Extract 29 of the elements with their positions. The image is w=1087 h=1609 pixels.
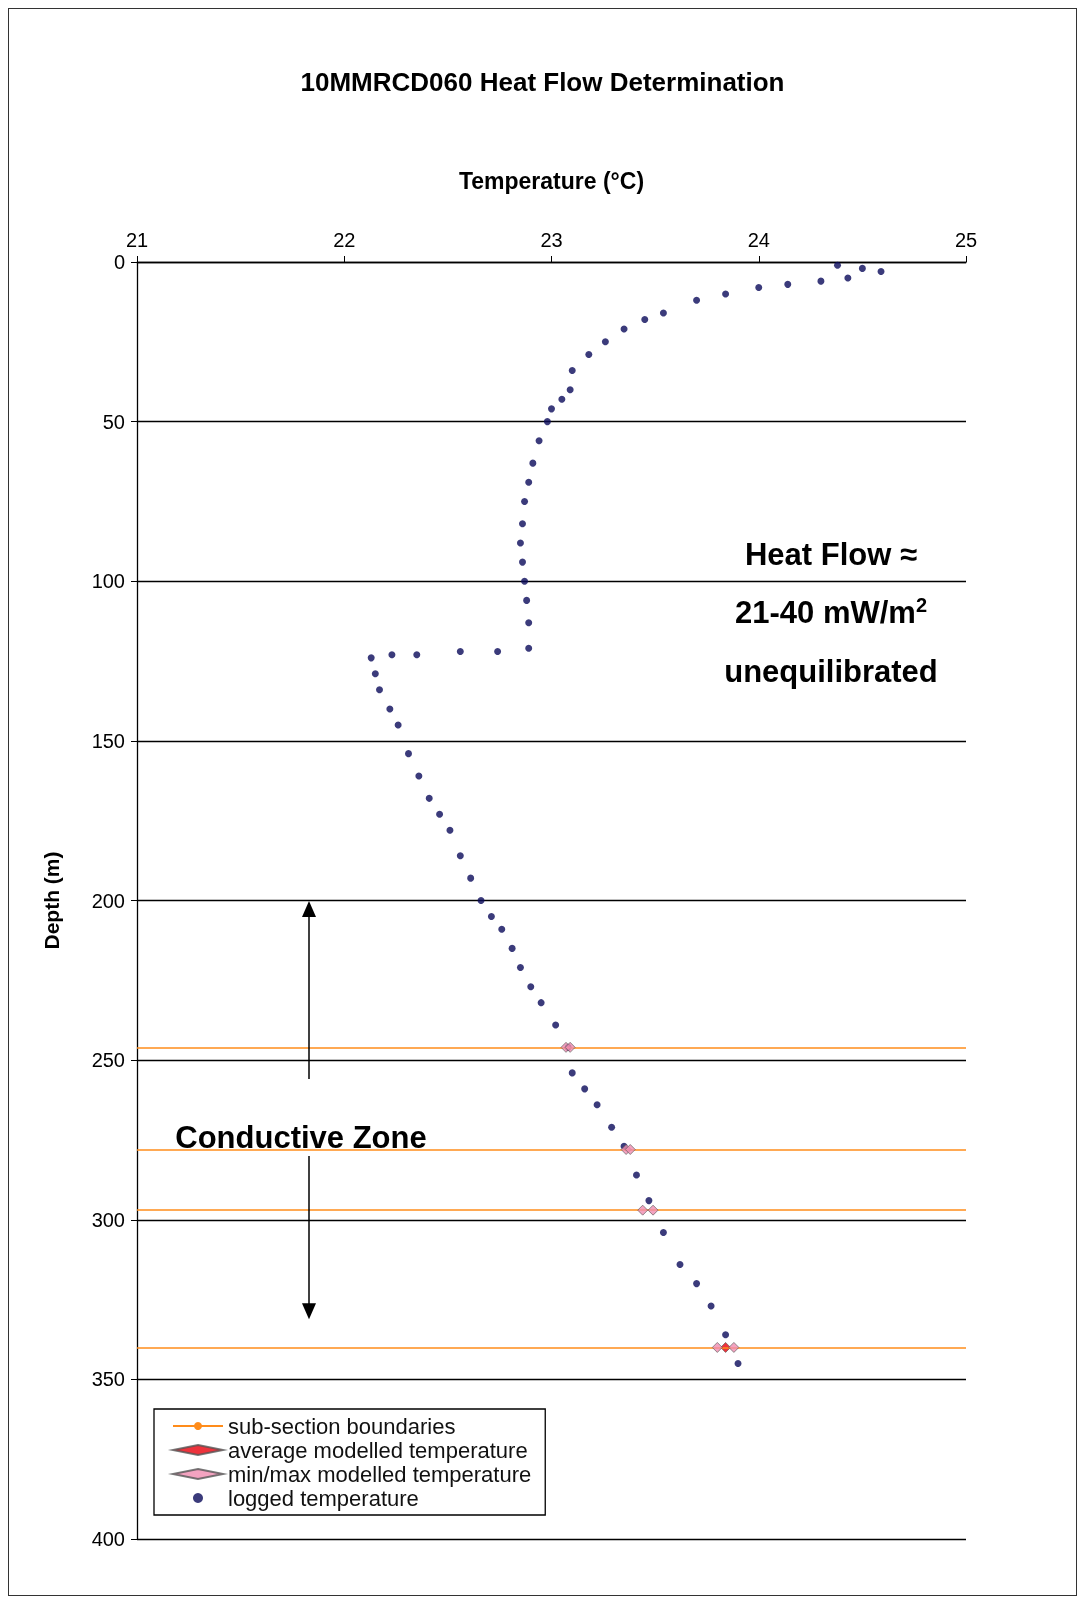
legend-label: average modelled temperature — [228, 1437, 528, 1463]
annotation: Conductive Zone — [175, 1119, 427, 1155]
x-tick-label: 24 — [747, 229, 770, 251]
point — [711, 1342, 723, 1353]
legend-label: logged temperature — [228, 1485, 419, 1511]
point — [637, 1204, 649, 1216]
y-tick-label: 350 — [91, 1368, 125, 1391]
legend-label: sub-section boundaries — [228, 1413, 456, 1439]
annotation: Heat Flow ≈ — [744, 536, 918, 572]
y-axis-title: Depth (m) — [40, 851, 63, 950]
x-tick-label: 25 — [954, 229, 978, 251]
y-tick-label: 100 — [91, 570, 125, 593]
annotation: unequilibrated — [724, 653, 938, 689]
y-tick-label: 250 — [91, 1049, 125, 1072]
point — [564, 1041, 576, 1053]
y-tick-label: 400 — [91, 1528, 125, 1550]
point — [728, 1342, 740, 1353]
x-tick-label: 22 — [333, 229, 356, 251]
y-tick-label: 300 — [91, 1208, 125, 1231]
x-axis-title: Temperature (°C) — [458, 167, 645, 194]
chart-title: 10MMRCD060 Heat Flow Determination — [300, 67, 785, 97]
y-tick-label: 50 — [102, 410, 125, 433]
y-tick-label: 200 — [91, 889, 125, 912]
y-tick-label: 150 — [91, 729, 125, 752]
point — [624, 1144, 636, 1155]
x-tick-label: 23 — [540, 229, 563, 251]
y-tick-label: 0 — [113, 251, 125, 273]
x-tick-label: 21 — [125, 229, 149, 251]
point — [647, 1204, 659, 1216]
